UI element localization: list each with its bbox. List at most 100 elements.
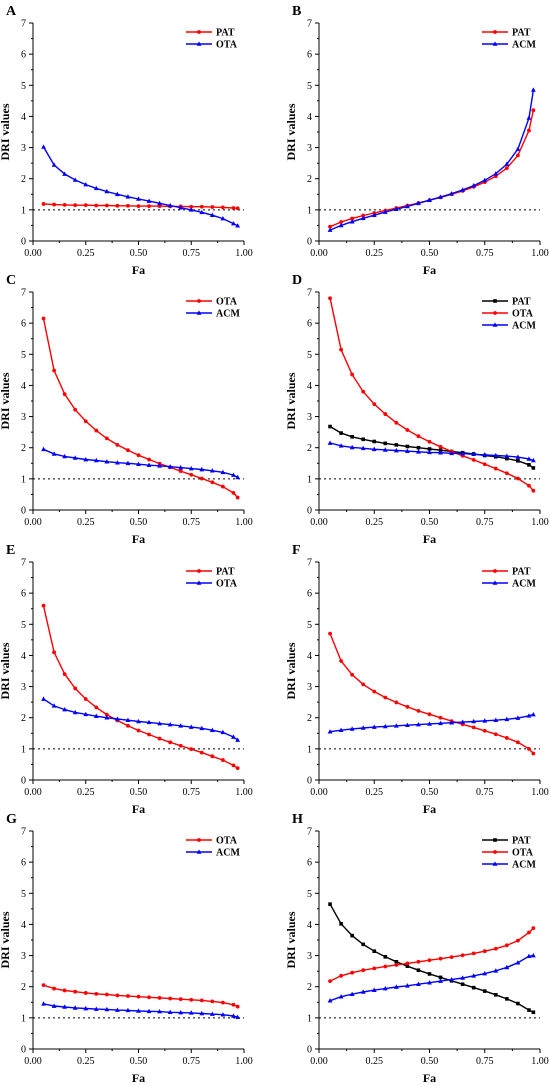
data-point (104, 992, 109, 997)
data-point (115, 443, 120, 447)
data-point (41, 1001, 46, 1006)
data-point (157, 204, 162, 209)
data-point (196, 310, 202, 315)
x-axis-title: Fa (423, 802, 436, 816)
panel-label: A (6, 4, 17, 19)
y-tick-label: 0 (21, 506, 26, 517)
data-point (383, 955, 388, 959)
y-axis-title: DRI values (0, 103, 12, 160)
data-point (494, 993, 498, 997)
data-point (115, 716, 120, 721)
data-point (393, 206, 399, 212)
data-point (382, 985, 388, 991)
data-point (199, 725, 205, 731)
data-point (231, 220, 236, 226)
x-tick-label: 0.00 (24, 248, 42, 259)
x-tick-label: 0.00 (310, 787, 328, 798)
data-point (221, 758, 225, 762)
x-tick-label: 0.25 (366, 248, 384, 259)
data-point (104, 188, 110, 194)
data-point (361, 437, 365, 442)
data-point (449, 955, 454, 960)
data-point (62, 988, 67, 993)
data-point (93, 713, 99, 718)
x-tick-label: 0.25 (77, 1056, 95, 1067)
data-point (73, 989, 78, 994)
data-point (531, 466, 536, 470)
y-tick-label: 1 (307, 474, 312, 485)
data-point (492, 580, 498, 585)
data-point (516, 476, 520, 481)
x-tick-label: 0.75 (476, 1056, 494, 1067)
legend-label: PAT (512, 297, 531, 308)
data-point (394, 420, 399, 425)
series-ota (41, 144, 241, 228)
data-point (168, 740, 173, 745)
data-point (231, 472, 236, 477)
x-axis-title: Fa (132, 532, 145, 546)
series-pat (328, 902, 536, 1015)
data-point (231, 763, 236, 768)
data-point (41, 144, 46, 149)
data-point (471, 725, 476, 730)
y-tick-label: 7 (307, 19, 312, 30)
series-line (329, 425, 534, 469)
series-line (43, 1003, 238, 1018)
series-pat (328, 424, 536, 470)
y-tick-label: 4 (307, 112, 312, 123)
data-point (372, 439, 377, 444)
x-tick-label: 1.00 (235, 787, 253, 798)
legend-label: OTA (216, 836, 238, 847)
data-point (199, 476, 204, 481)
series-ota (328, 926, 536, 984)
data-point (126, 448, 130, 453)
data-point (360, 215, 366, 221)
y-tick-label: 1 (307, 205, 312, 216)
y-tick-label: 1 (307, 744, 312, 755)
data-point (328, 424, 332, 429)
data-point (492, 861, 498, 866)
data-point (427, 712, 432, 717)
data-point (62, 171, 68, 176)
series-line (43, 203, 238, 209)
x-tick-label: 1.00 (531, 517, 549, 528)
data-point (339, 220, 343, 224)
series-line (329, 927, 534, 982)
data-point (350, 372, 355, 377)
data-point (115, 1007, 120, 1012)
data-point (382, 209, 388, 214)
data-point (493, 311, 497, 315)
y-tick-label: 4 (21, 920, 26, 931)
data-point (51, 162, 57, 167)
x-tick-label: 1.00 (235, 1056, 253, 1067)
data-point (235, 474, 241, 480)
data-point (482, 728, 487, 733)
data-point (438, 194, 443, 199)
data-point (126, 203, 130, 208)
data-point (136, 453, 141, 458)
data-point (372, 966, 377, 971)
data-point (126, 994, 130, 998)
y-tick-label: 7 (21, 288, 26, 299)
series-ota (41, 983, 240, 1009)
data-point (350, 435, 354, 439)
data-point (438, 956, 443, 961)
y-tick-label: 1 (21, 744, 26, 755)
data-point (504, 161, 510, 166)
data-point (383, 695, 388, 700)
data-point (471, 951, 476, 956)
data-point (147, 995, 151, 1000)
data-point (505, 997, 509, 1001)
series-line (329, 633, 534, 754)
data-point (83, 1005, 89, 1011)
data-point (531, 1010, 536, 1015)
y-tick-label: 4 (21, 381, 26, 392)
data-point (531, 108, 536, 113)
chart-panel-b: B 0 1 2 3 4 5 6 7 0.00 0.25 0.50 0.75 1.00 Fa DRI value… (284, 4, 549, 277)
y-tick-label: 3 (21, 412, 26, 423)
x-axis-title: Fa (423, 532, 436, 546)
x-tick-label: 0.50 (130, 248, 148, 259)
data-point (493, 171, 499, 176)
